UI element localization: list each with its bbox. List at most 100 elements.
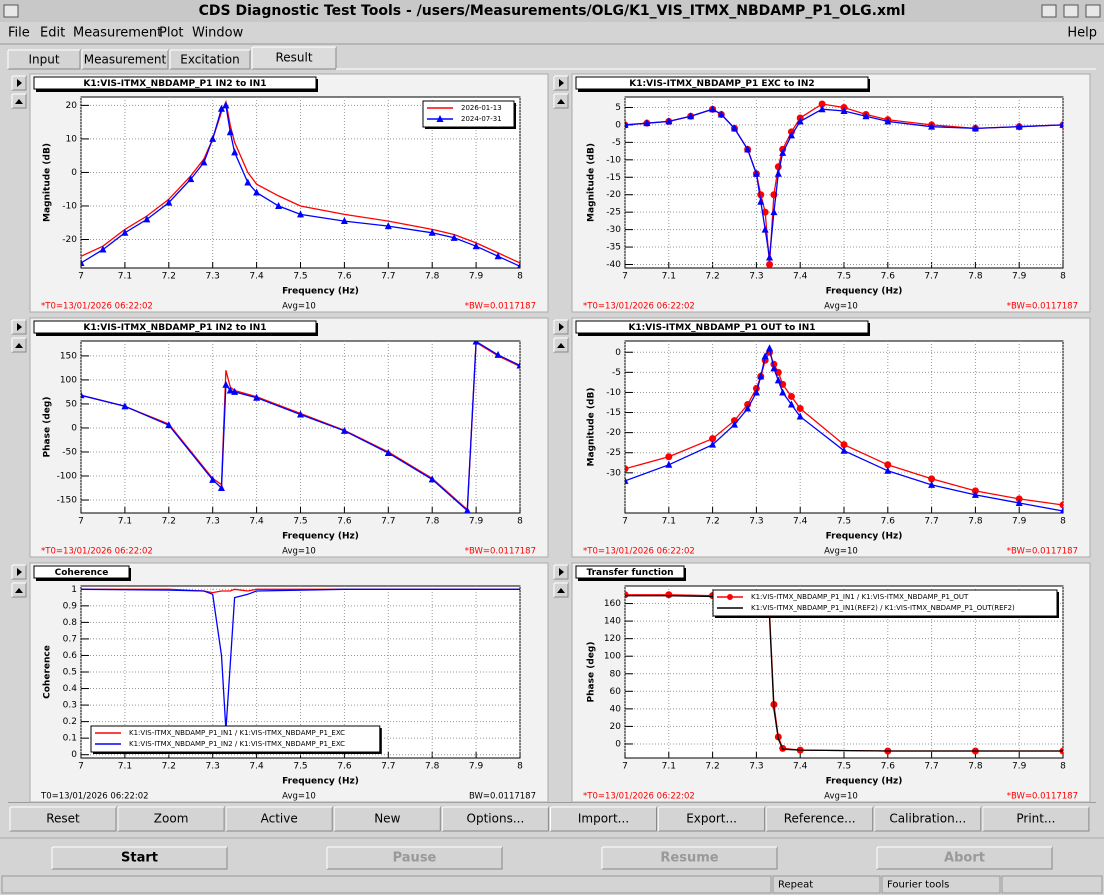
x-tick-label: 7.8	[968, 517, 983, 527]
y-tick-label: -35	[606, 243, 621, 253]
x-tick-label: 7.4	[793, 762, 808, 772]
y-tick-label: 0	[71, 168, 77, 178]
data-point	[165, 421, 173, 429]
panel-label: K1:VIS-ITMX_NBDAMP_P1 OUT to IN1	[628, 323, 815, 333]
data-point	[253, 188, 261, 196]
data-point	[340, 217, 348, 225]
y-axis-label: Phase (deg)	[43, 397, 53, 458]
y-tick-label: 0	[71, 750, 77, 760]
toolbar-button[interactable]	[9, 806, 117, 832]
status-field	[772, 875, 881, 894]
plot-data	[625, 344, 1063, 513]
data-point	[143, 215, 151, 223]
panel-label: K1:VIS-ITMX_NBDAMP_P1 IN2 to IN1	[83, 323, 266, 333]
x-tick-label: 7.6	[881, 517, 896, 527]
y-tick-label: -30	[606, 225, 621, 235]
data-point	[884, 466, 892, 474]
close-button[interactable]	[1085, 4, 1101, 18]
status-field	[881, 875, 1001, 894]
y-tick-label: 150	[60, 351, 77, 361]
toolbar-button-label: Options...	[467, 812, 525, 826]
menu-item[interactable]: File	[8, 26, 30, 41]
x-tick-label: 7.3	[206, 272, 220, 282]
legend-box	[90, 725, 381, 753]
data-point	[862, 112, 870, 120]
y-tick-label: 0.4	[63, 684, 78, 694]
data-point	[665, 117, 673, 125]
x-tick-label: 7	[622, 517, 628, 527]
data-point	[226, 386, 234, 394]
x-tick-label: 7.1	[662, 272, 676, 282]
data-point	[217, 484, 225, 492]
legend-label: K1:VIS-ITMX_NBDAMP_P1_IN1 / K1:VIS-ITMX_…	[751, 593, 969, 601]
y-tick-label: 0.2	[63, 717, 77, 727]
data-point	[779, 388, 787, 396]
footer-avg: Avg=10	[282, 792, 316, 802]
legend-label: 2024-07-31	[461, 115, 502, 123]
data-point	[187, 175, 195, 183]
maximize-button[interactable]	[1063, 4, 1079, 18]
data-point	[971, 124, 979, 132]
footer-bw: *BW=0.0117187	[1007, 792, 1078, 802]
y-tick-label: -40	[606, 260, 621, 270]
x-tick-label: 7.2	[162, 272, 176, 282]
data-point	[1015, 495, 1023, 503]
data-point	[165, 198, 173, 206]
x-tick-label: 7.6	[337, 272, 352, 282]
y-tick-label: -10	[606, 155, 621, 165]
x-tick-label: 7.7	[381, 272, 395, 282]
x-tick-label: 7.1	[662, 517, 676, 527]
data-point	[472, 341, 480, 345]
x-tick-label: 7	[78, 517, 84, 527]
data-point	[665, 460, 673, 468]
data-point	[1059, 501, 1063, 509]
legend-box	[712, 589, 1058, 617]
data-point	[770, 364, 778, 372]
data-point	[687, 112, 695, 120]
y-tick-label: -150	[57, 496, 78, 506]
menu-item[interactable]: Edit	[40, 26, 65, 41]
status-text: Fourier tools	[887, 880, 949, 891]
data-point	[766, 261, 774, 268]
y-tick-label: 60	[610, 687, 622, 697]
menu-help[interactable]: Help	[1067, 26, 1097, 41]
menu-item[interactable]: Window	[192, 26, 244, 41]
plot-data	[81, 99, 520, 268]
toolbar-button-label: Import...	[578, 812, 629, 826]
y-tick-label: 0	[615, 348, 621, 358]
data-point	[840, 106, 848, 114]
data-point	[971, 490, 979, 498]
data-point	[717, 110, 725, 118]
toolbar-button[interactable]	[982, 806, 1090, 832]
footer-t0: *T0=13/01/2026 06:22:02	[41, 547, 153, 557]
data-point	[516, 361, 520, 369]
x-tick-label: 7.5	[293, 517, 307, 527]
toolbar-button[interactable]	[766, 806, 874, 832]
x-tick-label: 7.9	[1012, 762, 1027, 772]
window-menu-icon[interactable]	[3, 4, 19, 18]
footer-avg: Avg=10	[824, 547, 858, 557]
x-tick-label: 7	[78, 762, 84, 772]
menu-item[interactable]: Plot	[159, 26, 184, 41]
data-point	[761, 352, 769, 360]
footer-t0: *T0=13/01/2026 06:22:02	[583, 302, 695, 312]
x-tick-label: 8	[1060, 762, 1066, 772]
data-point	[766, 344, 774, 352]
toolbar-button-label: Reset	[46, 812, 80, 826]
toolbar-button[interactable]	[550, 806, 657, 832]
menu-item[interactable]: Measurement	[73, 26, 162, 41]
data-point	[340, 426, 348, 434]
plot-data	[625, 100, 1063, 268]
panel-label: K1:VIS-ITMX_NBDAMP_P1 IN2 to IN1	[83, 79, 266, 89]
y-tick-label: 0	[615, 120, 621, 130]
minimize-button[interactable]	[1041, 4, 1057, 18]
toolbar-button[interactable]	[333, 806, 441, 832]
x-tick-label: 8	[1060, 272, 1066, 282]
panel-label: Coherence	[55, 568, 109, 578]
x-tick-label: 7.3	[749, 272, 763, 282]
data-point	[625, 465, 629, 473]
data-point	[928, 122, 936, 130]
x-axis-label: Frequency (Hz)	[826, 777, 903, 787]
legend-label: K1:VIS-ITMX_NBDAMP_P1_IN1(REF2) / K1:VIS…	[751, 604, 1015, 612]
